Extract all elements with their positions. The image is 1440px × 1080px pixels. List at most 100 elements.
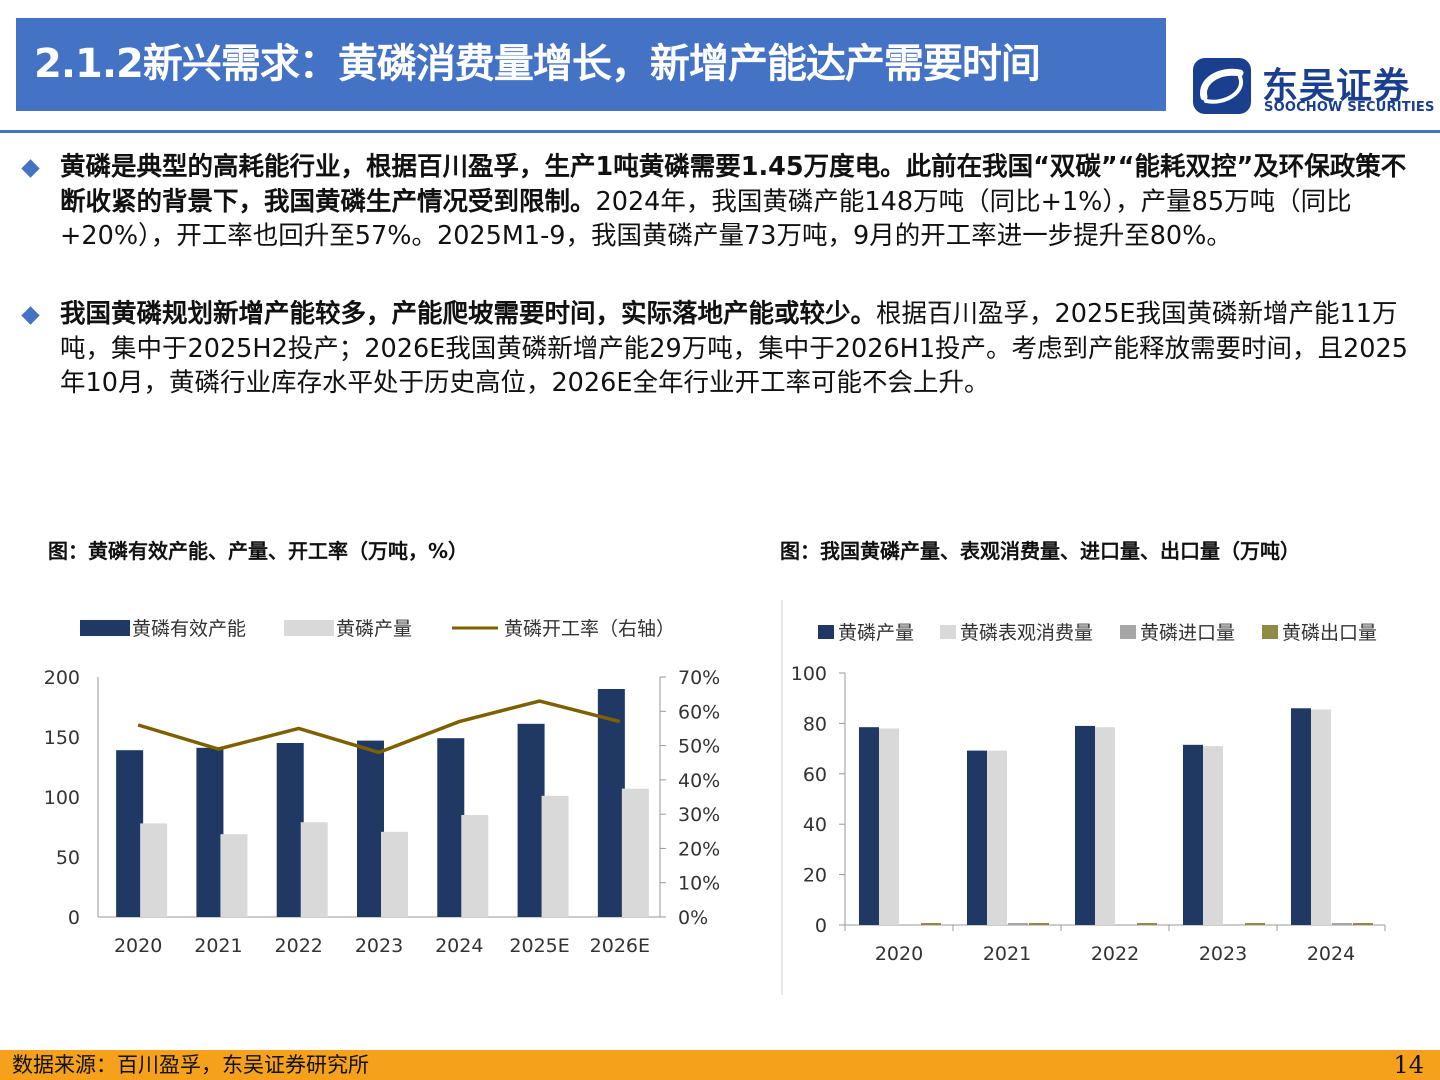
x-tick-label: 2020: [875, 943, 923, 965]
page-number: 14: [1393, 1051, 1424, 1079]
y-tick-label: 100: [44, 787, 80, 809]
logo-chinese-name: 东吴证券: [1262, 66, 1411, 107]
x-tick-label: 2023: [355, 935, 403, 957]
y2-tick-label: 70%: [678, 667, 720, 689]
figure-title-capacity: 图：黄磷有效产能、产量、开工率（万吨，%）: [48, 539, 469, 563]
bar-export: [921, 923, 941, 925]
y-tick-label: 40: [803, 814, 827, 836]
y-tick-label: 50: [56, 847, 80, 869]
bar-consumption: [879, 728, 899, 925]
bar-consumption: [1311, 709, 1331, 925]
legend-swatch: [284, 620, 334, 636]
legend-swatch: [940, 625, 956, 639]
bar-capacity: [196, 747, 224, 917]
y-tick-label: 100: [791, 663, 827, 685]
company-logo: 东吴证券 SOOCHOW SECURITIES: [1190, 55, 1434, 125]
figure-title-consumption: 图：我国黄磷产量、表观消费量、进口量、出口量（万吨）: [780, 539, 1300, 563]
x-tick-label: 2021: [194, 935, 242, 957]
bar-capacity: [357, 740, 384, 917]
title-bar: 2.1.2新兴需求：黄磷消费量增长，新增产能达产需要时间: [16, 18, 1166, 111]
bar-export: [1245, 923, 1265, 925]
x-tick-label: 2022: [1091, 943, 1139, 965]
legend-label: 黄磷有效产能: [132, 618, 246, 640]
legend-label: 黄磷表观消费量: [960, 622, 1093, 644]
line-utilization: [137, 699, 621, 755]
y-tick-label: 150: [44, 727, 80, 749]
legend-swatch: [1262, 625, 1278, 639]
bullet-paragraph: 黄磷是典型的高耗能行业，根据百川盈孚，生产1吨黄磷需要1.45万度电。此前在我国…: [60, 150, 1420, 254]
bar-output: [220, 834, 248, 917]
y-tick-label: 60: [803, 764, 827, 786]
x-tick-label: 2024: [435, 935, 483, 957]
bullet-paragraph: 我国黄磷规划新增产能较多，产能爬坡需要时间，实际落地产能或较少。根据百川盈孚，2…: [60, 297, 1420, 401]
soochow-logo-icon: [1193, 58, 1251, 114]
y2-tick-label: 20%: [678, 838, 720, 860]
legend-swatch: [80, 620, 130, 636]
bar-export: [1137, 923, 1157, 925]
y-tick-label: 200: [44, 667, 80, 689]
page-title: 2.1.2新兴需求：黄磷消费量增长，新增产能达产需要时间: [34, 41, 1041, 87]
consumption-trade-chart: 黄磷产量 黄磷表观消费量 黄磷进口量 黄磷出口量 0 20 40 60 80 100 2020 202…: [781, 600, 1386, 995]
bar-output: [859, 727, 879, 925]
y2-tick-label: 0%: [678, 907, 708, 929]
bar-consumption: [1095, 727, 1115, 925]
y2-tick-label: 30%: [678, 804, 720, 826]
bar-output: [381, 831, 408, 917]
y2-tick-label: 60%: [678, 701, 720, 723]
bar-import: [1332, 923, 1352, 925]
bullet-body: 根据百川盈孚，2025E我国黄磷新增产能11万吨，集中于2025H2投产；202…: [60, 299, 1408, 398]
x-tick-label: 2021: [983, 943, 1031, 965]
bullet-bold-lead: 我国黄磷规划新增产能较多，产能爬坡需要时间，实际落地产能或较少。: [60, 299, 877, 329]
y-tick-label: 80: [803, 713, 827, 735]
bullet-body: 2024年，我国黄磷产能148万吨（同比+1%），产量85万吨（同比+20%），…: [60, 186, 1352, 252]
y2-tick-label: 40%: [678, 770, 720, 792]
bar-consumption: [1203, 746, 1223, 925]
data-source-note: 数据来源：百川盈孚，东吴证券研究所: [12, 1053, 369, 1077]
x-tick-label: 2023: [1199, 943, 1247, 965]
bar-output: [967, 750, 987, 925]
header-divider: [0, 130, 1440, 133]
bar-export: [1353, 923, 1373, 925]
bar-capacity: [597, 689, 625, 917]
bar-export: [1029, 923, 1049, 925]
legend-label: 黄磷产量: [336, 618, 412, 640]
bar-capacity: [276, 743, 304, 917]
diamond-bullet-icon: [21, 306, 40, 325]
bar-consumption: [987, 750, 1007, 925]
legend-swatch: [1120, 625, 1136, 639]
bar-output: [541, 795, 569, 917]
y2-tick-label: 10%: [678, 873, 720, 895]
x-tick-label: 2025E: [509, 935, 569, 957]
diamond-bullet-icon: [21, 159, 40, 178]
bar-output: [300, 822, 328, 917]
legend-label: 黄磷产量: [838, 622, 914, 644]
bar-capacity: [437, 738, 465, 917]
x-tick-label: 2020: [114, 935, 162, 957]
legend-label: 黄磷进口量: [1140, 622, 1235, 644]
bar-capacity: [517, 723, 545, 917]
x-tick-label: 2022: [275, 935, 323, 957]
bar-output: [621, 788, 649, 917]
bullet-bold-lead: 黄磷是典型的高耗能行业，根据百川盈孚，生产1吨黄磷需要1.45万度电。此前在我国…: [60, 152, 1407, 217]
bullet-point: 黄磷是典型的高耗能行业，根据百川盈孚，生产1吨黄磷需要1.45万度电。此前在我国…: [20, 150, 1420, 254]
y-tick-label: 0: [815, 915, 827, 937]
logo-english-name: SOOCHOW SECURITIES: [1264, 100, 1435, 115]
bar-import: [1008, 923, 1028, 925]
bar-output: [461, 815, 489, 917]
legend-swatch: [818, 625, 834, 639]
bar-capacity: [116, 750, 144, 917]
bullet-point: 我国黄磷规划新增产能较多，产能爬坡需要时间，实际落地产能或较少。根据百川盈孚，2…: [20, 297, 1420, 401]
bar-output: [1291, 708, 1311, 925]
y2-tick-label: 50%: [678, 736, 720, 758]
legend-label: 黄磷开工率（右轴）: [504, 618, 675, 640]
y-tick-label: 0: [68, 907, 80, 929]
legend-label: 黄磷出口量: [1282, 622, 1377, 644]
bar-output: [1183, 744, 1203, 925]
y-tick-label: 20: [803, 865, 827, 887]
bar-output: [1075, 725, 1095, 925]
x-tick-label: 2026E: [590, 935, 650, 957]
footer-bar: 数据来源：百川盈孚，东吴证券研究所 14: [0, 1050, 1440, 1080]
bar-output: [140, 823, 168, 917]
x-tick-label: 2024: [1307, 943, 1355, 965]
capacity-output-chart: 黄磷有效产能 黄磷产量 黄磷开工率（右轴） 0 50 100 150 200 0% 10% 20% 3…: [44, 618, 721, 957]
